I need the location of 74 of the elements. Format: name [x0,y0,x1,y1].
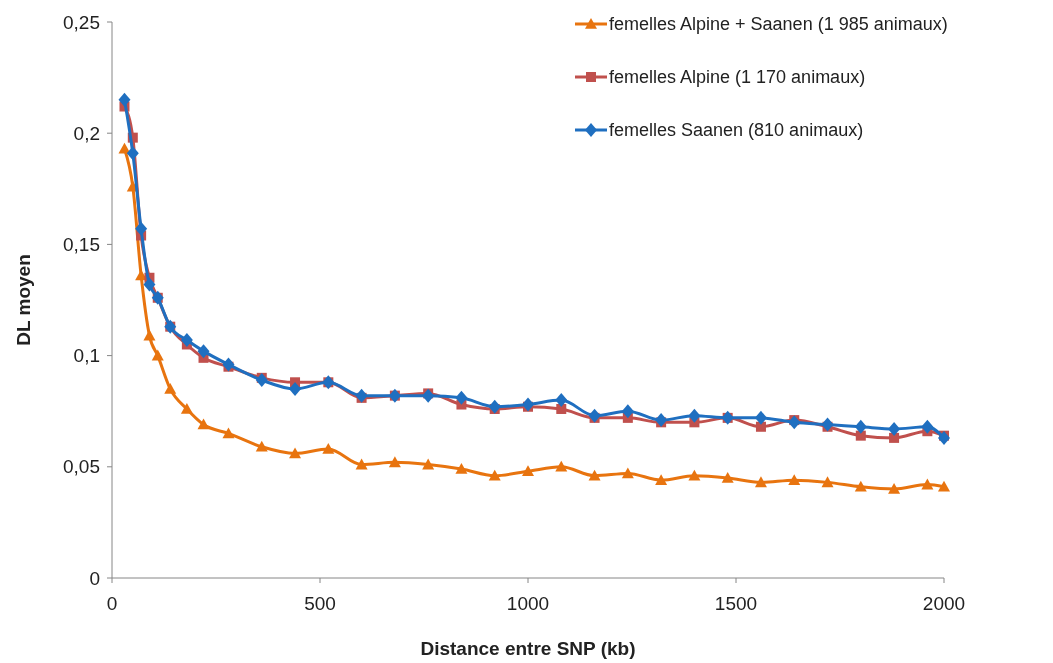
point [888,421,901,436]
x-tick-label: 500 [304,593,336,614]
y-tick-label: 0,25 [63,11,100,33]
point [180,402,193,414]
point [755,421,766,432]
point [788,415,801,430]
point [422,458,435,470]
y-tick-label: 0 [89,567,100,589]
point [555,393,568,408]
x-tick-label: 0 [106,593,118,614]
point [255,440,268,452]
point [821,417,834,432]
point [588,408,601,423]
point [688,408,701,423]
x-tick-label: 1000 [506,593,550,614]
point [355,388,368,403]
point [938,480,950,492]
point [888,483,901,494]
point [788,474,801,485]
point [126,146,139,161]
point [164,382,177,394]
point [488,399,501,414]
point [388,456,401,468]
point [921,419,934,434]
point [588,469,601,481]
point [655,413,668,428]
legend-label: femelles Alpine (1 170 animaux) [609,67,866,88]
point [754,476,767,488]
point [455,390,468,405]
x-axis-title: Distance entre SNP (kb) [420,638,636,659]
point [143,329,156,341]
point [455,463,468,474]
point [854,480,867,492]
point [197,418,210,430]
point [621,467,634,479]
y-tick-label: 0,15 [63,234,100,256]
point [355,458,368,470]
point [821,476,834,488]
point [938,430,950,445]
point [854,419,867,434]
point [222,357,235,372]
point [488,469,501,481]
point [688,469,701,481]
point [855,430,866,441]
point [118,92,131,107]
point [655,474,668,485]
legend-label: femelles Alpine + Saanen (1 985 animaux) [609,14,948,35]
point [754,410,767,425]
point [197,344,210,359]
y-tick-label: 0,2 [73,122,100,144]
point [556,403,567,414]
point [289,447,302,459]
point [151,349,164,361]
point [322,443,335,454]
point [143,277,156,292]
point [921,478,934,490]
point [180,333,193,348]
point [222,427,235,439]
y-tick-label: 0,05 [63,456,100,478]
x-tick-label: 1500 [714,593,758,614]
point [289,381,302,396]
legend-label: femelles Saanen (810 animaux) [609,120,864,141]
y-axis-title: DL moyen [13,254,34,346]
point [721,471,734,483]
point [555,460,568,472]
point [422,388,435,403]
point [255,373,268,388]
y-tick-label: 0,1 [73,345,100,367]
point [135,221,148,236]
point [889,432,900,443]
x-tick-label: 2000 [922,593,966,614]
point [621,404,634,419]
point [522,397,534,412]
point [522,465,534,477]
